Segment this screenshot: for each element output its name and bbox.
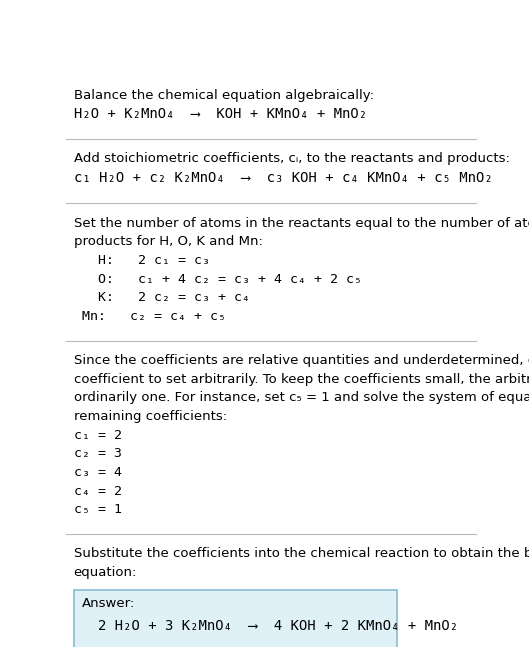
Text: equation:: equation: xyxy=(74,566,137,579)
Text: c₂ = 3: c₂ = 3 xyxy=(74,447,122,460)
Text: Answer:: Answer: xyxy=(81,597,135,609)
Text: H₂O + K₂MnO₄  ⟶  KOH + KMnO₄ + MnO₂: H₂O + K₂MnO₄ ⟶ KOH + KMnO₄ + MnO₂ xyxy=(74,107,367,121)
Text: Substitute the coefficients into the chemical reaction to obtain the balanced: Substitute the coefficients into the che… xyxy=(74,547,529,560)
Text: 2 H₂O + 3 K₂MnO₄  ⟶  4 KOH + 2 KMnO₄ + MnO₂: 2 H₂O + 3 K₂MnO₄ ⟶ 4 KOH + 2 KMnO₄ + MnO… xyxy=(98,619,458,633)
Text: c₄ = 2: c₄ = 2 xyxy=(74,485,122,498)
Text: ordinarily one. For instance, set c₅ = 1 and solve the system of equations for t: ordinarily one. For instance, set c₅ = 1… xyxy=(74,391,529,404)
Text: c₃ = 4: c₃ = 4 xyxy=(74,466,122,479)
Text: Since the coefficients are relative quantities and underdetermined, choose a: Since the coefficients are relative quan… xyxy=(74,354,529,367)
Text: coefficient to set arbitrarily. To keep the coefficients small, the arbitrary va: coefficient to set arbitrarily. To keep … xyxy=(74,373,529,386)
Text: remaining coefficients:: remaining coefficients: xyxy=(74,410,226,423)
Text: products for H, O, K and Mn:: products for H, O, K and Mn: xyxy=(74,236,262,248)
Text: Set the number of atoms in the reactants equal to the number of atoms in the: Set the number of atoms in the reactants… xyxy=(74,217,529,230)
Text: c₅ = 1: c₅ = 1 xyxy=(74,503,122,516)
Text: c₁ = 2: c₁ = 2 xyxy=(74,428,122,442)
Text: O:   c₁ + 4 c₂ = c₃ + 4 c₄ + 2 c₅: O: c₁ + 4 c₂ = c₃ + 4 c₄ + 2 c₅ xyxy=(81,272,362,285)
Text: Add stoichiometric coefficients, cᵢ, to the reactants and products:: Add stoichiometric coefficients, cᵢ, to … xyxy=(74,152,509,165)
Text: Mn:   c₂ = c₄ + c₅: Mn: c₂ = c₄ + c₅ xyxy=(81,310,226,323)
Text: H:   2 c₁ = c₃: H: 2 c₁ = c₃ xyxy=(81,254,209,267)
FancyBboxPatch shape xyxy=(74,590,397,647)
Text: Balance the chemical equation algebraically:: Balance the chemical equation algebraica… xyxy=(74,89,373,102)
Text: K:   2 c₂ = c₃ + c₄: K: 2 c₂ = c₃ + c₄ xyxy=(81,291,250,304)
Text: c₁ H₂O + c₂ K₂MnO₄  ⟶  c₃ KOH + c₄ KMnO₄ + c₅ MnO₂: c₁ H₂O + c₂ K₂MnO₄ ⟶ c₃ KOH + c₄ KMnO₄ +… xyxy=(74,171,492,185)
